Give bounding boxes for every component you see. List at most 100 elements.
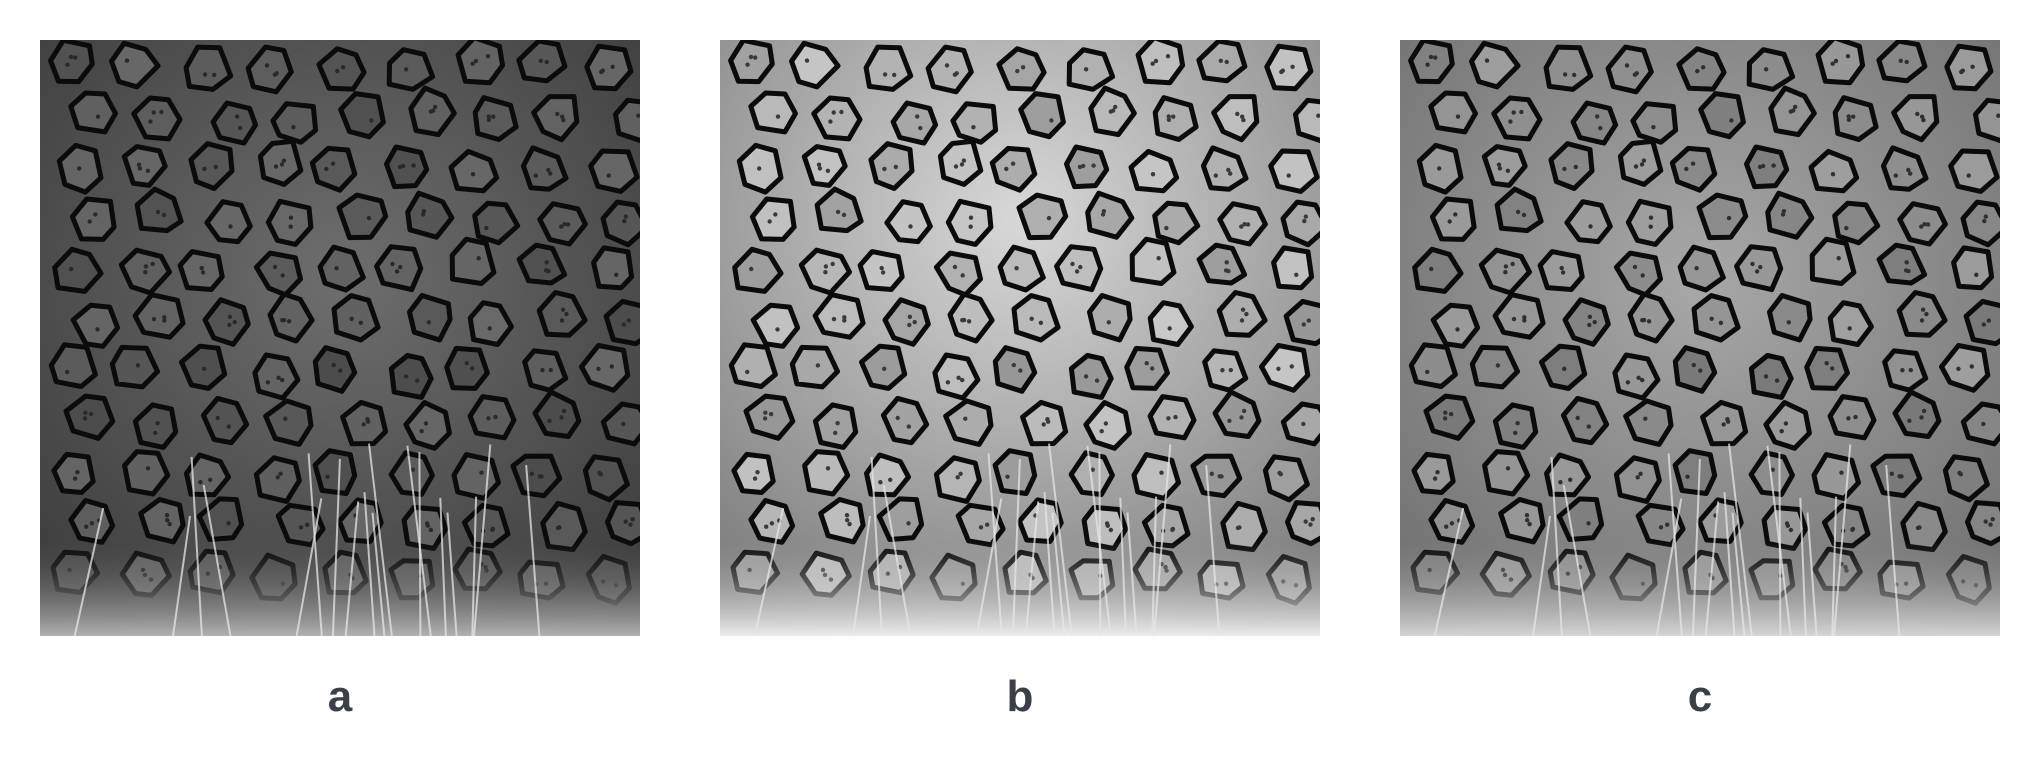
whisker-hair <box>1024 501 1040 636</box>
skin-pore <box>279 162 285 167</box>
skin-pore <box>69 266 74 272</box>
skin-cell <box>1832 200 1881 246</box>
skin-cell <box>996 46 1047 92</box>
skin-pore <box>1171 114 1176 119</box>
skin-pore <box>1289 364 1294 369</box>
skin-pore <box>1213 173 1218 178</box>
skin-pore <box>547 418 552 423</box>
skin-pore <box>1081 163 1086 169</box>
skin-pore <box>1625 380 1631 385</box>
skin-pore <box>1226 167 1231 173</box>
skin-pore <box>325 474 330 479</box>
skin-pore <box>1786 320 1791 325</box>
skin-pore <box>561 408 567 414</box>
skin-cell <box>472 95 519 142</box>
skin-pore <box>298 525 304 530</box>
skin-pore <box>1511 110 1516 115</box>
skin-pore <box>1301 322 1306 327</box>
skin-pore <box>1316 113 1320 118</box>
skin-pore <box>1015 68 1020 74</box>
skin-pore <box>1846 117 1852 123</box>
skin-pore <box>623 214 628 219</box>
skin-pore <box>202 72 208 77</box>
whisker-hair <box>331 459 341 636</box>
skin-cell <box>1544 452 1591 498</box>
skin-pore <box>1981 322 1986 327</box>
skin-pore <box>1432 476 1438 481</box>
skin-pore <box>1638 471 1643 476</box>
skin-pore <box>1632 72 1638 77</box>
skin-cell <box>131 95 183 142</box>
skin-pore <box>1587 322 1592 328</box>
skin-pore <box>421 209 427 214</box>
skin-cell <box>338 91 386 140</box>
skin-cell <box>1960 199 2000 248</box>
skin-pore <box>1899 474 1904 479</box>
skin-pore <box>1643 416 1648 421</box>
skin-pore <box>1070 261 1075 267</box>
whisker-hair <box>525 465 541 636</box>
skin-cell <box>183 44 234 92</box>
skin-cell <box>1147 394 1197 441</box>
skin-pore <box>1045 417 1050 422</box>
skin-pore <box>600 68 605 73</box>
skin-pore <box>1235 111 1240 117</box>
skin-cell <box>1625 198 1674 247</box>
skin-pore <box>1083 374 1089 379</box>
skin-pore <box>745 62 750 67</box>
skin-pore <box>1695 68 1700 74</box>
skin-cell <box>600 199 640 248</box>
skin-pore <box>1641 158 1647 163</box>
skin-pore <box>1428 54 1434 60</box>
skin-pore <box>1726 215 1732 221</box>
skin-pore <box>1301 421 1306 427</box>
skin-cell <box>1131 452 1181 501</box>
skin-pore <box>555 111 560 117</box>
skin-cell <box>312 345 358 394</box>
skin-pore <box>1586 424 1591 429</box>
skin-pore <box>88 411 94 417</box>
skin-cell <box>728 342 778 389</box>
caption-c: c <box>1687 672 1713 721</box>
skin-pore <box>1150 366 1155 371</box>
skin-cell <box>1202 348 1249 393</box>
skin-pore <box>281 158 287 163</box>
skin-cell <box>584 43 634 92</box>
skin-pore <box>1957 470 1962 476</box>
skin-cell <box>1152 95 1199 142</box>
panel-b-image <box>720 40 1320 636</box>
skin-pore <box>1111 108 1116 113</box>
skin-cell <box>177 249 225 292</box>
whisker-hairs <box>753 443 1221 636</box>
skin-pore <box>548 171 553 176</box>
skin-pore <box>596 366 601 371</box>
skin-pore <box>232 319 237 325</box>
skin-cell <box>109 40 161 90</box>
skin-pore <box>1228 367 1233 373</box>
skin-pore <box>89 521 95 526</box>
skin-pore <box>278 471 283 476</box>
skin-pore <box>470 366 475 371</box>
skin-pore <box>1150 172 1156 177</box>
skin-pore <box>1519 109 1524 115</box>
skin-cell <box>749 196 797 242</box>
skin-pore <box>842 315 847 320</box>
skin-cell <box>728 40 775 85</box>
skin-pore <box>1505 466 1511 471</box>
skin-pore <box>1449 521 1455 526</box>
skin-cell <box>1564 199 1613 245</box>
skin-pore <box>1099 429 1104 434</box>
skin-pore <box>529 471 534 476</box>
skin-pore <box>215 415 220 421</box>
skin-pore <box>264 63 270 68</box>
skin-pore <box>275 475 280 480</box>
skin-cell <box>1429 196 1477 242</box>
whisker-hair <box>446 512 458 636</box>
skin-pore <box>136 162 142 167</box>
skin-pore <box>1698 368 1703 373</box>
skin-pore <box>636 113 640 118</box>
skin-cell <box>947 291 995 344</box>
whisker-hair <box>1885 465 1901 636</box>
skin-cell <box>811 95 863 142</box>
skin-pore <box>199 265 204 271</box>
